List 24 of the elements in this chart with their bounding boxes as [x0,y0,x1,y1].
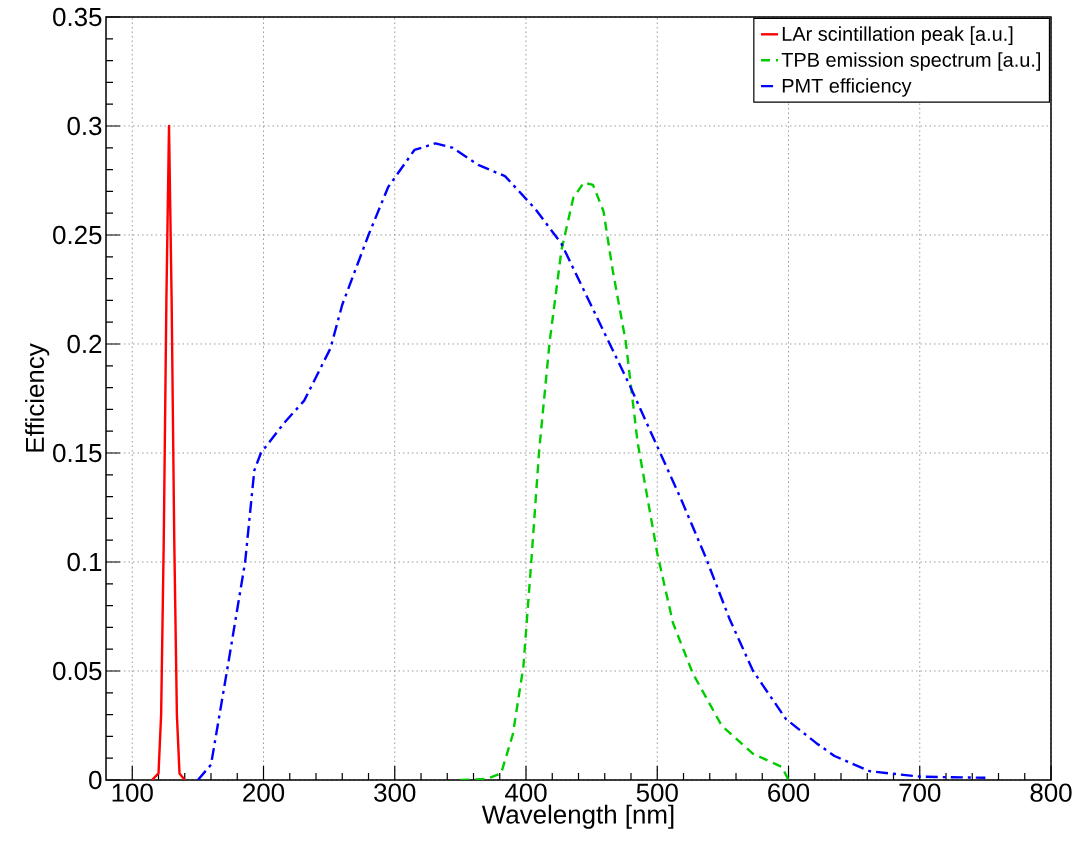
x-tick-label: 800 [1030,783,1072,802]
x-tick-label: 200 [243,783,285,802]
line-series [196,142,987,780]
y-tick-label: 0.05 [53,661,102,681]
x-tick-label: 600 [768,783,810,802]
x-tick-label: 500 [636,783,678,802]
y-axis-title: Efficiency [25,343,50,452]
y-tick-label: 0.15 [53,443,102,463]
x-tick-label: 100 [112,783,153,802]
legend-label: LAr scintillation peak [a.u.] [782,26,1013,45]
x-tick-label: 300 [374,783,416,802]
line-series [150,124,186,780]
legend-label: PMT efficiency [782,78,912,97]
y-tick-label: 0.25 [53,225,102,245]
x-axis-title: Wavelength [nm] [481,804,674,829]
line-series [459,181,790,780]
y-tick-label: 0.3 [67,116,102,136]
legend-label: TPB emission spectrum [a.u.] [781,52,1041,71]
y-tick-label: 0 [89,770,102,790]
x-tick-label: 400 [504,783,547,802]
y-tick-label: 0.35 [53,7,102,27]
y-tick-label: 0.2 [67,334,102,354]
y-tick-label: 0.1 [67,552,102,572]
x-tick-label: 700 [899,783,941,802]
